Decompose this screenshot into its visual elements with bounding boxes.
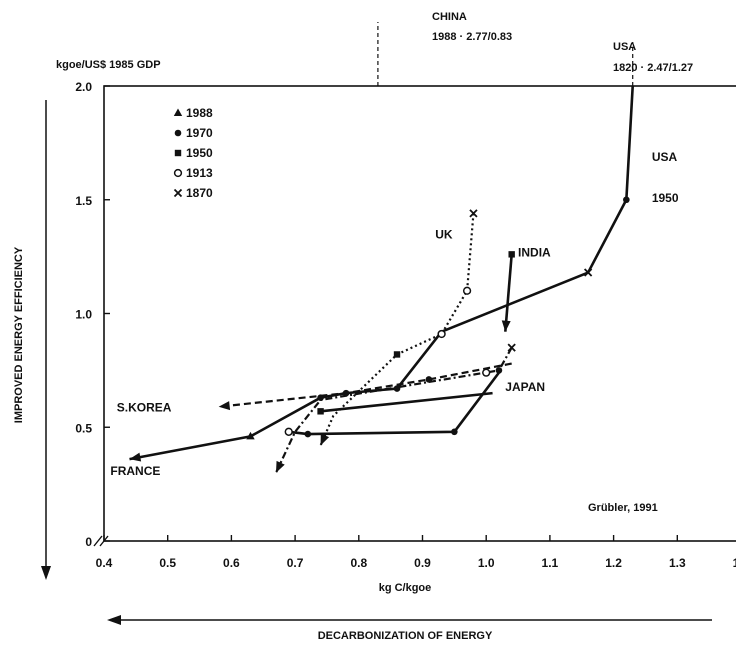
decarbonization-label: DECARBONIZATION OF ENERGY [318, 630, 493, 642]
series-line [129, 85, 635, 461]
legend: 1988 1970 1950 1913 1870 [173, 106, 213, 200]
data-marker [425, 376, 433, 383]
series-line [320, 391, 493, 413]
series-line [218, 362, 512, 408]
series-arrowhead [218, 401, 231, 411]
data-marker [623, 196, 630, 204]
legend-label: 1913 [186, 166, 213, 180]
data-marker [317, 408, 324, 415]
series-label: S.KOREA [117, 400, 172, 414]
china-annotation: CHINA 1988 · 2.77/0.83 [432, 11, 512, 43]
series-line [288, 371, 500, 436]
x-tick-label: 1.1 [542, 556, 559, 570]
data-marker [393, 351, 401, 358]
x-tick-label: 1.4 [733, 556, 736, 570]
series-label: UK [435, 227, 453, 241]
legend-marker [174, 129, 182, 137]
legend-label: 1950 [186, 146, 213, 160]
legend-marker [173, 168, 183, 178]
data-marker [462, 286, 472, 295]
x-axis-label: kg C/kgoe [379, 582, 432, 594]
x-tick-label: 0.8 [350, 556, 367, 570]
series-arrowhead [129, 452, 142, 462]
y-tick-label: 2.0 [75, 80, 92, 94]
usa-annotation-title: USA [613, 41, 636, 53]
series-label: FRANCE [110, 464, 160, 478]
decarbonization-arrow-head [107, 615, 121, 625]
series-label: 1950 [652, 191, 679, 205]
y-tick-label: 0.5 [75, 421, 92, 435]
series-label: INDIA [518, 246, 551, 260]
series-line [319, 213, 475, 446]
legend-label: 1970 [186, 126, 213, 140]
y-axis-unit-label: kgoe/US$ 1985 GDP [56, 59, 161, 71]
x-tick-label: 0.7 [287, 556, 304, 570]
x-tick-label: 0.5 [159, 556, 176, 570]
usa-annotation: USA 1820 · 2.47/1.27 [613, 41, 693, 74]
x-tick-label: 0.6 [223, 556, 240, 570]
series-label: JAPAN [505, 380, 545, 394]
data-marker [482, 368, 491, 377]
data-marker [284, 427, 293, 436]
series-arrowhead [320, 433, 330, 446]
series-label: USA [652, 150, 678, 164]
x-tick-label: 1.3 [669, 556, 686, 570]
axis-break-mark [93, 535, 103, 547]
series-line [504, 254, 513, 332]
data-marker [508, 251, 515, 258]
data-marker [583, 268, 593, 277]
legend-label: 1870 [186, 186, 213, 200]
data-marker [507, 343, 516, 352]
x-tick-label: 0.4 [96, 556, 113, 570]
y-axis-side-label: IMPROVED ENERGY EFFICIENCY [13, 246, 25, 423]
x-tick-label: 1.0 [478, 556, 495, 570]
data-marker [495, 367, 503, 374]
data-marker [304, 430, 312, 438]
marker-group [246, 196, 630, 440]
credit-label: Grübler, 1991 [588, 502, 658, 514]
legend-label: 1988 [186, 106, 213, 120]
data-marker [317, 394, 324, 401]
y-tick-label: 1.0 [75, 308, 92, 322]
legend-marker [173, 188, 183, 198]
axis-break-mark [99, 535, 109, 547]
efficiency-arrow-head [41, 566, 51, 580]
china-annotation-title: CHINA [432, 11, 467, 23]
y-tick-label: 1.5 [75, 194, 92, 208]
axes: 0.4 0.5 0.6 0.7 0.8 0.9 1.0 1.1 1.2 1.3 1.4 0 0.5 1.0… [41, 22, 736, 625]
series-group [129, 85, 635, 474]
data-marker [451, 428, 458, 436]
data-marker [342, 389, 350, 397]
usa-annotation-value: 1820 · 2.47/1.27 [613, 62, 693, 74]
china-annotation-value: 1988 · 2.77/0.83 [432, 31, 512, 43]
data-marker [469, 209, 478, 218]
series-line [274, 347, 513, 474]
data-marker [437, 329, 446, 339]
x-tick-label: 1.2 [605, 556, 622, 570]
series-arrowhead [501, 320, 511, 332]
x-tick-label: 0.9 [414, 556, 431, 570]
series-labels: USA 1950 UK INDIA S.KOREA JAPAN FRANCE [110, 150, 678, 478]
y-tick-label: 0 [85, 535, 92, 549]
series-arrowhead [275, 460, 285, 473]
legend-marker [173, 108, 183, 116]
data-marker [246, 431, 255, 440]
data-marker [393, 385, 401, 392]
legend-marker [174, 149, 182, 157]
